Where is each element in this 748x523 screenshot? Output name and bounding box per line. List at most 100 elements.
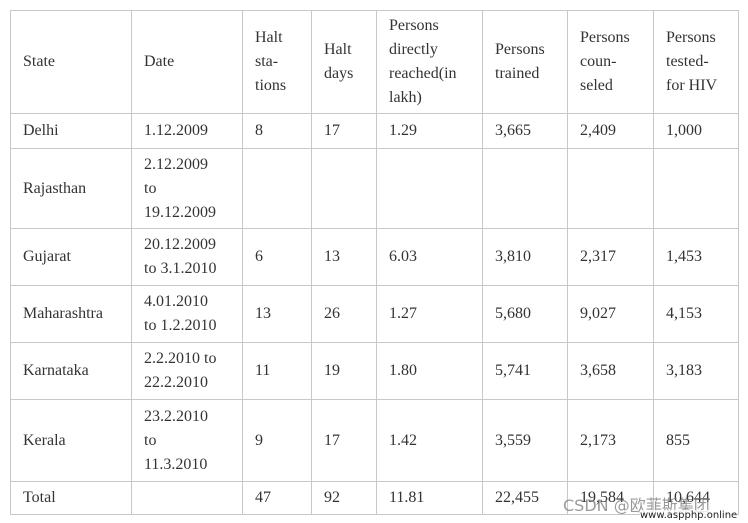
cell-text: Maharashtra xyxy=(23,305,103,322)
table-cell: State xyxy=(10,10,132,114)
table-cell: 1.12.2009 xyxy=(131,113,243,149)
cell-text: 6.03 xyxy=(389,248,417,265)
table-cell: 3,658 xyxy=(567,342,654,400)
table-row: Total 47 92 11.81 22,455 19,584 10,644 xyxy=(10,481,739,515)
cell-text: 3,810 xyxy=(495,248,531,265)
table-cell: 2,173 xyxy=(567,399,654,482)
table-cell: 8 xyxy=(242,113,312,149)
table-cell: Gujarat xyxy=(10,228,132,286)
table-cell: 6.03 xyxy=(376,228,483,286)
cell-text: 13 xyxy=(255,305,271,322)
cell-text: Halt xyxy=(255,29,283,46)
table-cell xyxy=(482,148,568,229)
cell-text: 19.12.2009 xyxy=(144,203,216,221)
cell-text: to xyxy=(144,431,157,449)
table-row: Delhi 1.12.2009 8 17 1.29 3,665 2,409 1,000 xyxy=(10,113,739,149)
cell-text: 3,559 xyxy=(495,431,531,449)
table-cell: 92 xyxy=(311,481,377,515)
cell-text: Kerala xyxy=(23,431,66,449)
table-cell: 19,584 xyxy=(567,481,654,515)
table-cell: 9 xyxy=(242,399,312,482)
table-cell: 11 xyxy=(242,342,312,400)
cell-text: 4.01.2010 xyxy=(144,293,208,310)
cell-text: 1.29 xyxy=(389,122,417,139)
cell-text: 1.80 xyxy=(389,362,417,379)
cell-text: 5,680 xyxy=(495,305,531,322)
table-cell: 3,810 xyxy=(482,228,568,286)
table-cell: 3,665 xyxy=(482,113,568,149)
table-cell xyxy=(131,481,243,515)
table-cell: 4.01.2010 to 1.2.2010 xyxy=(131,285,243,343)
table-cell: 5,680 xyxy=(482,285,568,343)
cell-text: Persons xyxy=(389,17,439,34)
cell-text: to xyxy=(144,179,157,197)
cell-text: tested- xyxy=(666,53,709,70)
cell-text: Karnataka xyxy=(23,362,89,379)
table-cell: 9,027 xyxy=(567,285,654,343)
cell-text: Rajasthan xyxy=(23,179,87,197)
cell-text: 2.12.2009 xyxy=(144,155,208,173)
cell-text: trained xyxy=(495,65,540,82)
cell-text: Delhi xyxy=(23,122,59,139)
cell-text: 2.2.2010 to xyxy=(144,350,217,367)
table-row: Maharashtra 4.01.2010 to 1.2.2010 13 26 1.27 5… xyxy=(10,285,739,343)
cell-text: Date xyxy=(144,53,175,70)
table-cell: Delhi xyxy=(10,113,132,149)
cell-text: 19,584 xyxy=(580,489,624,506)
cell-text: lakh) xyxy=(389,89,422,106)
table-cell: 2.12.2009 to 19.12.2009 xyxy=(131,148,243,229)
table-cell: 13 xyxy=(311,228,377,286)
cell-text: Total xyxy=(23,489,56,506)
cell-text: 23.2.2010 xyxy=(144,407,208,425)
table-cell: Maharashtra xyxy=(10,285,132,343)
table-cell: 17 xyxy=(311,113,377,149)
cell-text: 13 xyxy=(324,248,340,265)
cell-text: State xyxy=(23,53,55,70)
table-cell: 11.81 xyxy=(376,481,483,515)
table-cell: Persons coun-seled xyxy=(567,10,654,114)
cell-text: 1,000 xyxy=(666,122,702,139)
cell-text: 5,741 xyxy=(495,362,531,379)
table-cell: 1,000 xyxy=(653,113,739,149)
table-row: Gujarat 20.12.2009 to 3.1.2010 6 13 6.03 3,810… xyxy=(10,228,739,286)
cell-text: 22,455 xyxy=(495,489,539,506)
cell-text: 92 xyxy=(324,489,340,506)
cell-text: seled xyxy=(580,77,613,94)
table-cell: Persons tested-for HIV xyxy=(653,10,739,114)
table-cell: 17 xyxy=(311,399,377,482)
cell-text: reached(in xyxy=(389,65,457,82)
cell-text: 10,644 xyxy=(666,489,710,506)
cell-text: 2,173 xyxy=(580,431,616,449)
table-cell: 3,183 xyxy=(653,342,739,400)
table-cell: 2.2.2010 to 22.2.2010 xyxy=(131,342,243,400)
table-cell: 5,741 xyxy=(482,342,568,400)
cell-text: 3,665 xyxy=(495,122,531,139)
cell-text: Gujarat xyxy=(23,248,71,265)
table-cell: Kerala xyxy=(10,399,132,482)
table-cell: 13 xyxy=(242,285,312,343)
cell-text: 11 xyxy=(255,362,271,379)
table-cell: 1.80 xyxy=(376,342,483,400)
cell-text: Persons xyxy=(580,29,630,46)
cell-text: 20.12.2009 xyxy=(144,236,216,253)
table-cell xyxy=(311,148,377,229)
cell-text: 3,658 xyxy=(580,362,616,379)
table-cell: 20.12.2009 to 3.1.2010 xyxy=(131,228,243,286)
table-cell: 47 xyxy=(242,481,312,515)
cell-text: 22.2.2010 xyxy=(144,374,208,391)
watermark-site: www.aspphp.online xyxy=(640,510,738,521)
table-cell: 1,453 xyxy=(653,228,739,286)
cell-text: directly xyxy=(389,41,438,58)
table-cell xyxy=(653,148,739,229)
table-cell: 3,559 xyxy=(482,399,568,482)
cell-text: 9,027 xyxy=(580,305,616,322)
cell-text: coun- xyxy=(580,53,617,70)
cell-text: Persons xyxy=(495,41,545,58)
table-cell: 26 xyxy=(311,285,377,343)
table-cell xyxy=(242,148,312,229)
cell-text: 47 xyxy=(255,489,271,506)
cell-text: 17 xyxy=(324,431,340,449)
cell-text: 9 xyxy=(255,431,263,449)
cell-text: tions xyxy=(255,77,287,94)
